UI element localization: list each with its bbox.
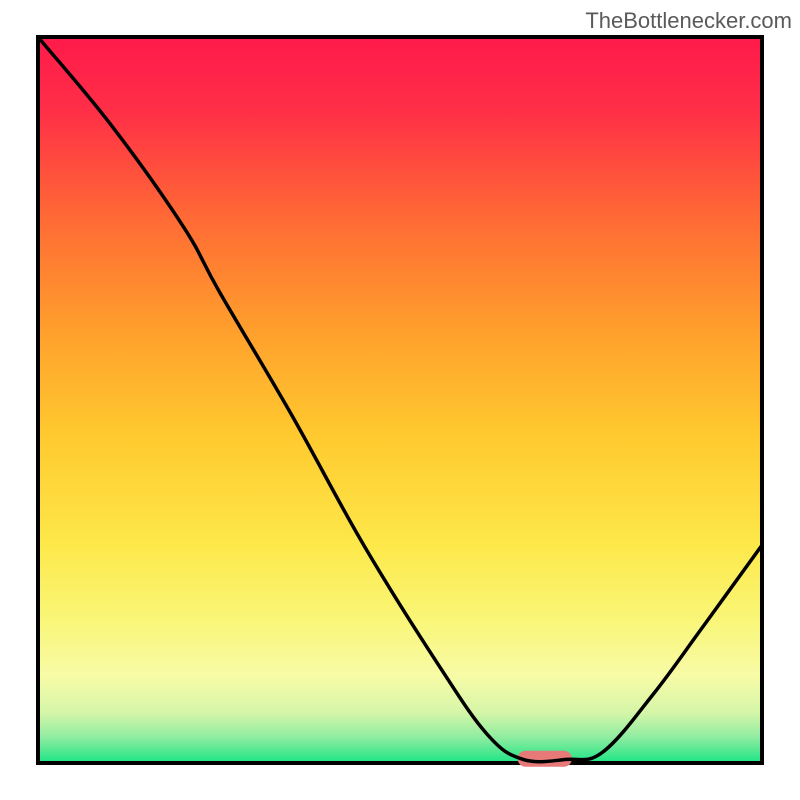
chart-stage: TheBottlenecker.com	[0, 0, 800, 800]
plot-gradient-area	[38, 37, 762, 763]
watermark-text: TheBottlenecker.com	[585, 8, 792, 34]
